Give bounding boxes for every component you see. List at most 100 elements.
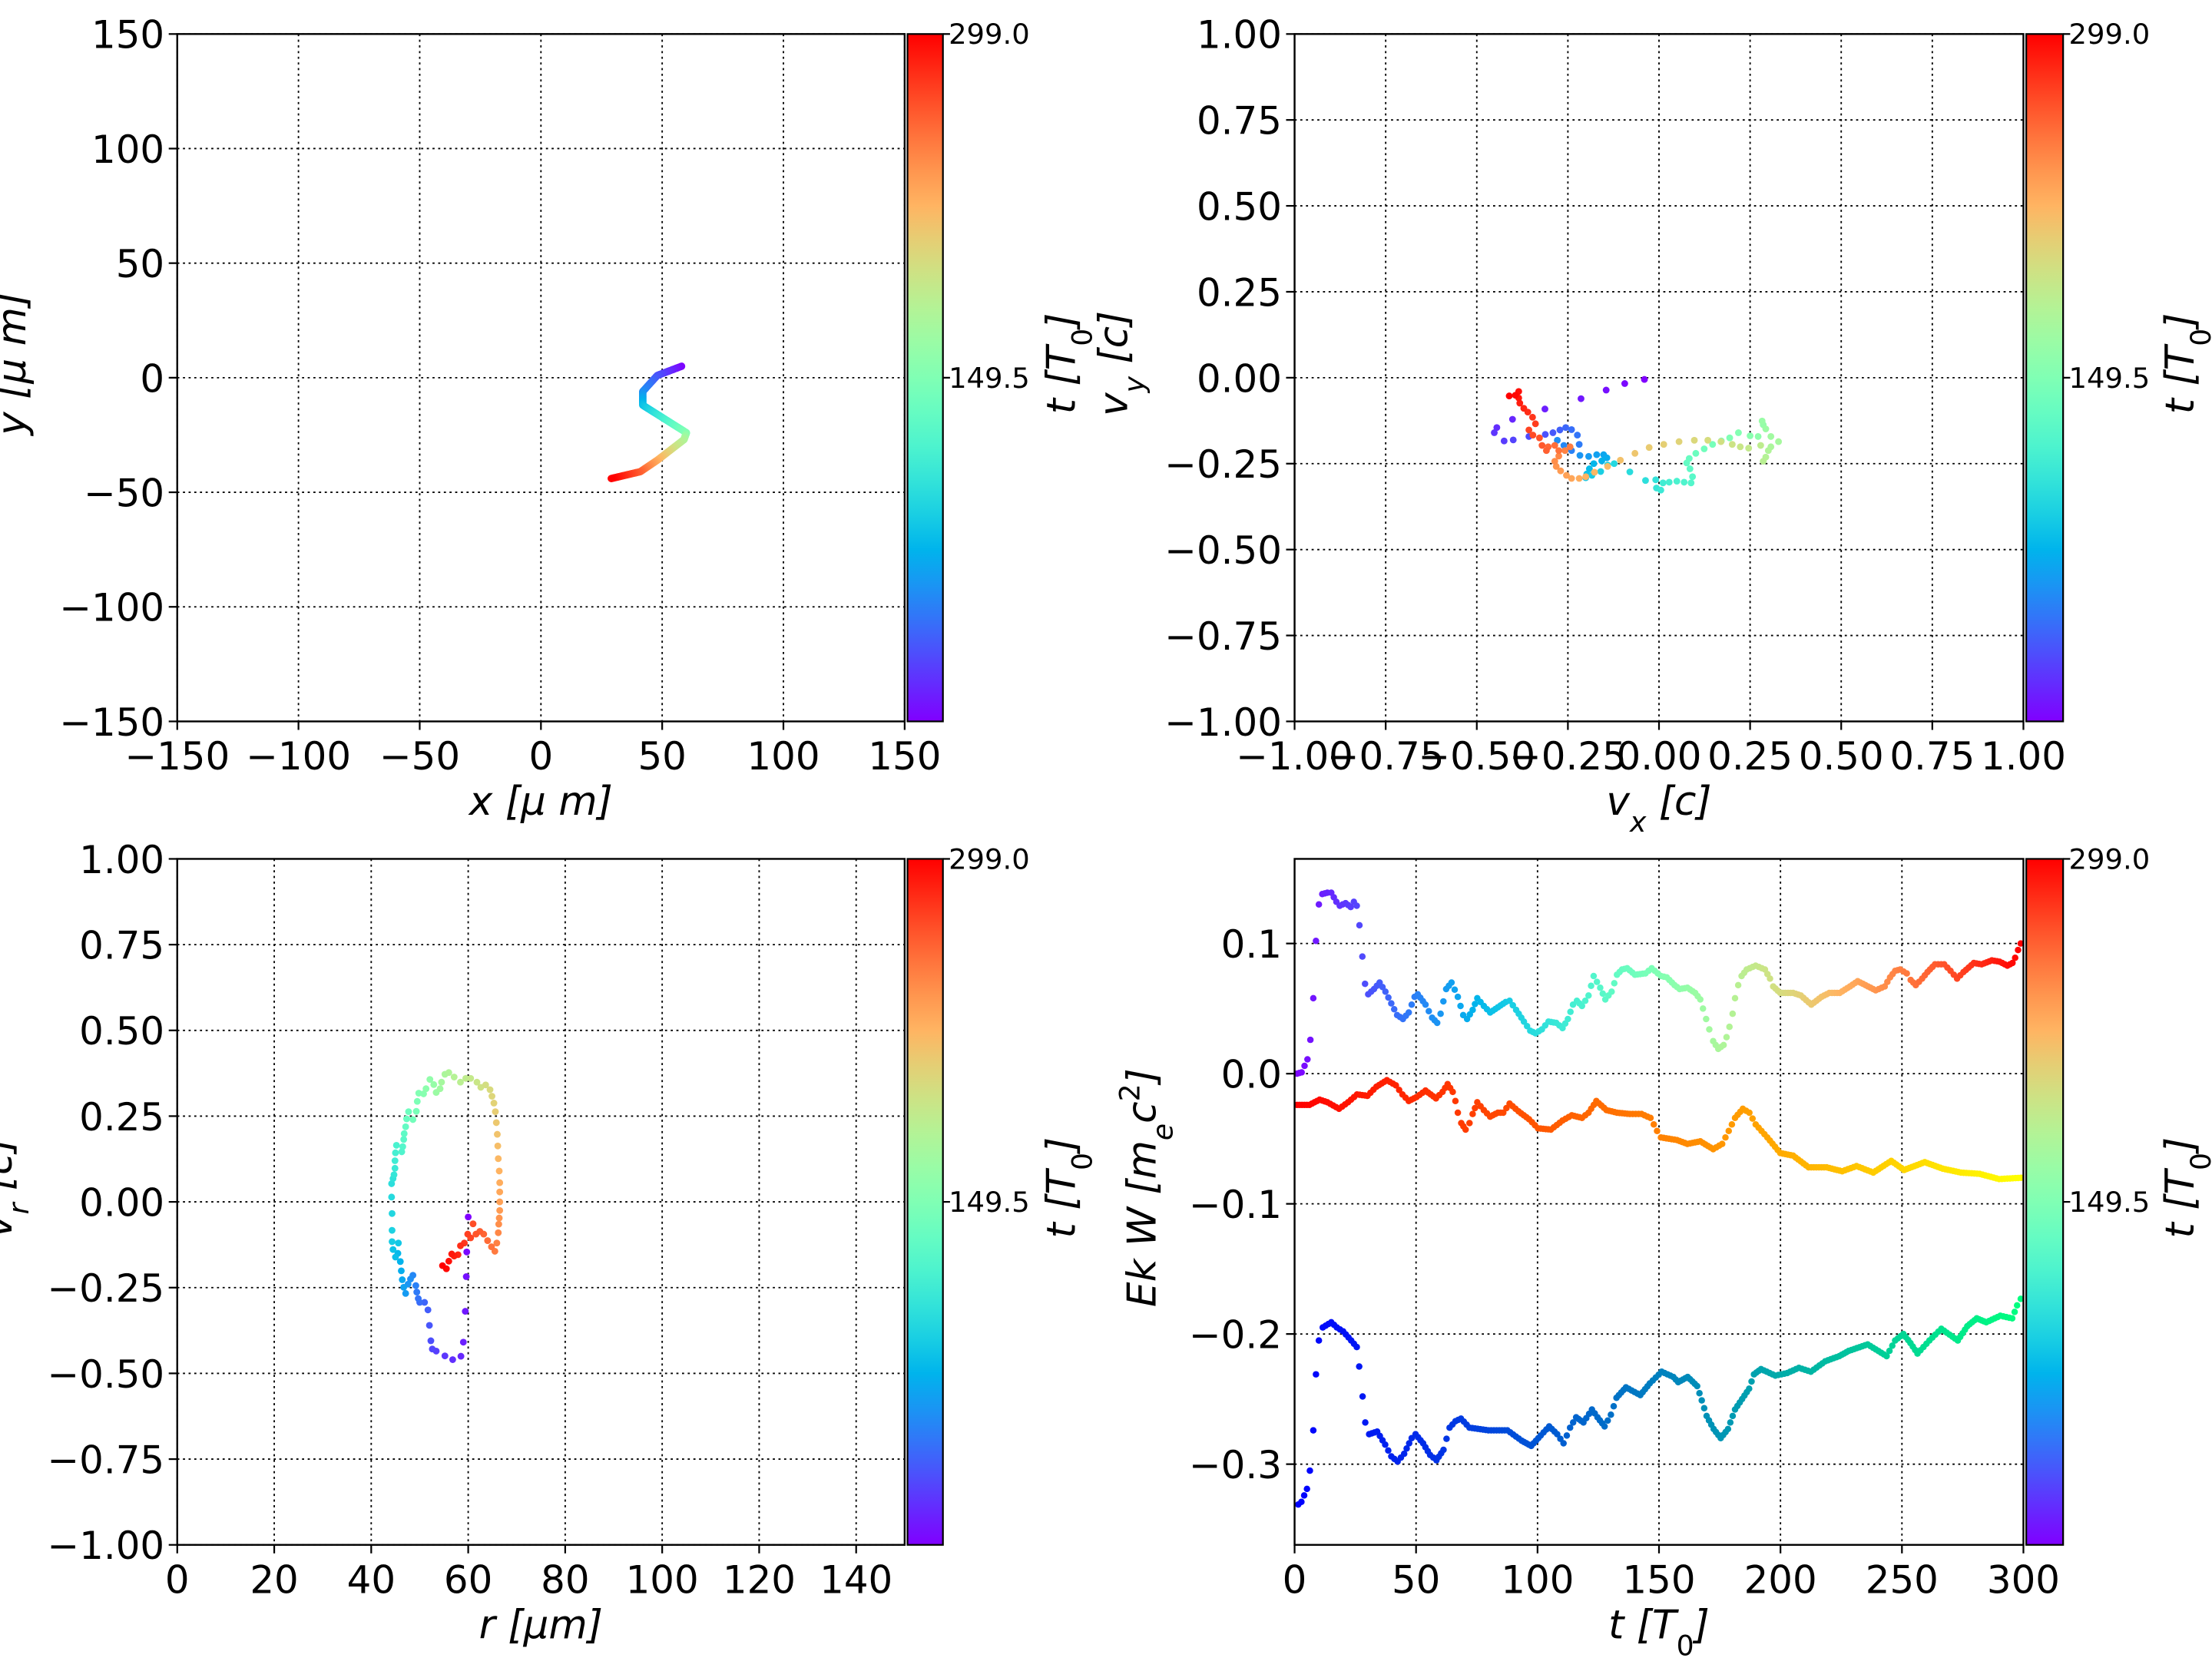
series-1-point [1503, 1104, 1510, 1112]
series-2-point [1385, 1447, 1392, 1454]
series-2-point [1306, 1467, 1313, 1474]
colorbar [906, 33, 944, 723]
series-0-point [1509, 1001, 1516, 1009]
scatter-point [1737, 443, 1744, 451]
series-0-point [1903, 970, 1910, 977]
scatter-point [402, 1115, 410, 1123]
series-1-point [1452, 1097, 1459, 1104]
series-2-point [1403, 1445, 1410, 1452]
scatter-point [486, 1086, 494, 1094]
scatter-point [409, 1116, 417, 1123]
scatter-point [1508, 415, 1516, 423]
scatter-point [1590, 460, 1598, 468]
scatter-point [399, 1143, 406, 1150]
series-1-point [1746, 1109, 1753, 1117]
scatter-point [1560, 442, 1568, 449]
scatter-point [1591, 468, 1598, 476]
scatter-point [1611, 460, 1618, 468]
series-1-point [1454, 1109, 1462, 1117]
scatter-point [1604, 462, 1611, 470]
xy-trajectory-plot: −150 −100 −50 0 50 100 150 −150 −100 −50 0 50 100 150… [0, 13, 1098, 825]
series-2-point [1727, 1419, 1734, 1426]
series-0-point [1426, 1008, 1432, 1015]
trajectory-point [608, 475, 615, 482]
scatter-point [473, 1078, 481, 1086]
scatter-point [424, 1306, 432, 1314]
series-1-point [1650, 1120, 1657, 1128]
scatter-point [429, 1345, 436, 1353]
scatter-point [1700, 445, 1708, 452]
scatter-point [1757, 442, 1764, 449]
scatter-point [1762, 425, 1770, 432]
scatter-point [1603, 454, 1611, 462]
scatter-point [398, 1148, 406, 1156]
scatter-point [1525, 426, 1533, 434]
series-0-point [1437, 1010, 1444, 1017]
scatter-point [457, 1352, 465, 1360]
data-points [608, 362, 690, 482]
series-2-point [2017, 1295, 2024, 1302]
scatter-point [492, 1119, 500, 1127]
scatter-point [405, 1108, 412, 1116]
scatter-point [1598, 457, 1605, 465]
scatter-point [488, 1093, 495, 1100]
series-0-point [1608, 988, 1615, 995]
y-axis-label: Ek W [mec2] [1113, 1068, 1179, 1307]
y-tick-label: 0.00 [79, 1181, 164, 1226]
series-2-point [1746, 1385, 1753, 1392]
series-0-point [1731, 994, 1739, 1002]
y-tick-label: −150 [59, 700, 164, 745]
scatter-point [392, 1141, 400, 1149]
scatter-point [1760, 458, 1767, 465]
data-points [1294, 889, 2024, 1508]
series-0-point [1457, 1002, 1464, 1010]
series-1-point [1466, 1120, 1473, 1127]
scatter-point [1631, 449, 1639, 457]
scatter-point [459, 1338, 467, 1346]
colorbar-label: t [T0] [1038, 1137, 1098, 1239]
x-tick-label: −0.75 [1327, 734, 1445, 779]
scatter-point [402, 1123, 409, 1130]
scatter-point [427, 1337, 435, 1345]
scatter-point [1575, 475, 1583, 482]
scatter-point [462, 1308, 469, 1315]
x-axis-label: x [μ m] [468, 779, 613, 825]
series-0-point [1315, 901, 1323, 908]
series-0-point [1588, 982, 1594, 989]
y-tick-label: 1.00 [1197, 13, 1282, 58]
scatter-point [472, 1230, 480, 1238]
scatter-point [392, 1149, 399, 1156]
x-tick-label: 1.00 [1981, 734, 2066, 779]
scatter-point [1584, 452, 1592, 460]
series-2-point [1359, 1393, 1366, 1400]
series-2-point [1557, 1435, 1564, 1442]
x-tick-label: 100 [1501, 1557, 1574, 1602]
axes-frame [176, 33, 906, 723]
series-0-point [1313, 937, 1320, 945]
scatter-point [413, 1289, 421, 1295]
series-0-point [1578, 1002, 1585, 1010]
scatter-point [1745, 445, 1753, 452]
scatter-point [407, 1276, 414, 1283]
x-tick-label: 20 [250, 1557, 298, 1602]
y-tick-label: 100 [91, 127, 164, 172]
series-2-point [1440, 1446, 1447, 1454]
scatter-point [1692, 449, 1700, 457]
series-1-point [1462, 1126, 1469, 1133]
series-2-point [1696, 1390, 1703, 1397]
data-points [388, 1069, 504, 1363]
x-tick-label: −100 [246, 734, 351, 779]
scatter-point [1538, 442, 1546, 449]
radial-velocity-plot: 0 20 40 60 80 100 120 140 −1.00 −0.75 −0.50 −0.25 0.… [0, 838, 1098, 1649]
scatter-point [400, 1130, 408, 1137]
x-tick-label: 300 [1987, 1557, 2060, 1602]
series-0-point [1356, 922, 1363, 929]
x-tick-label: 0 [528, 734, 553, 779]
scatter-point [445, 1257, 452, 1265]
scatter-point [1735, 429, 1742, 436]
y-tick-label: −100 [59, 586, 164, 630]
series-2-point [1569, 1419, 1577, 1426]
series-2-point [1698, 1397, 1705, 1404]
scatter-point [389, 1209, 396, 1217]
series-1-point [1722, 1133, 1729, 1141]
